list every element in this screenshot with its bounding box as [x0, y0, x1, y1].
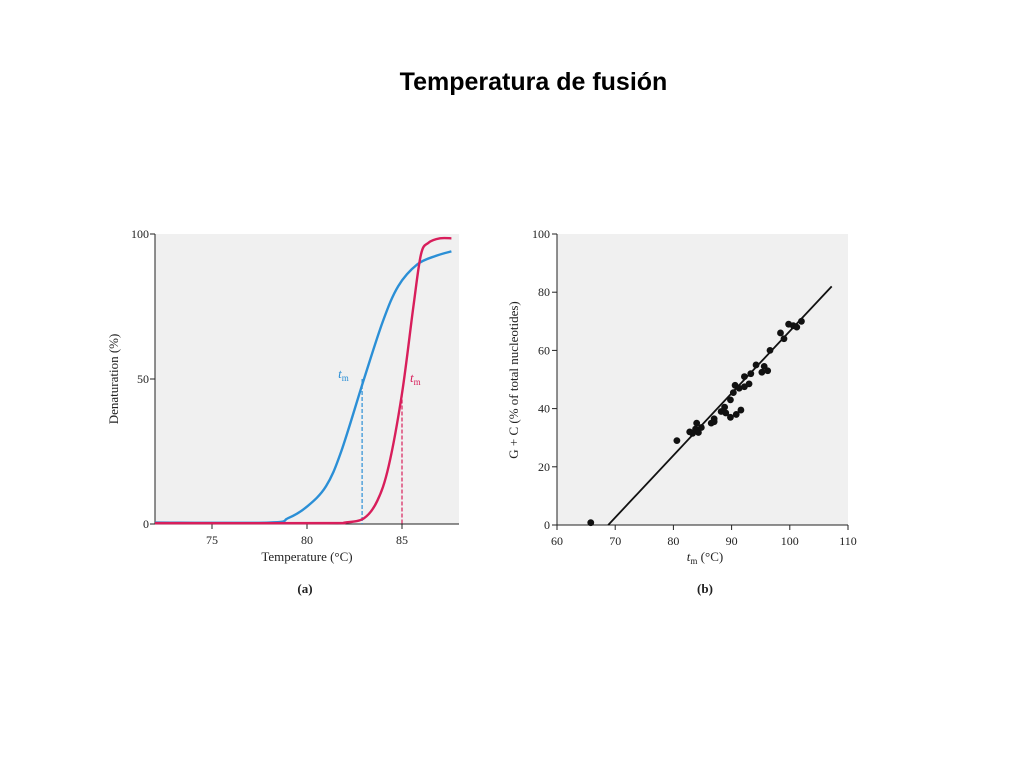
chart-b-y-tick-label: 40	[538, 402, 550, 416]
slide-title: Temperatura de fusión	[399, 68, 668, 96]
chart-a-tm-label-t: t	[410, 370, 414, 385]
chart-b-x-tick-label: 70	[609, 534, 621, 548]
chart-b-x-axis-label: tm (°C)	[687, 549, 723, 566]
chart-a-plot-area	[155, 234, 459, 524]
chart-a-series-line-1	[154, 250, 452, 525]
chart-b-x-tick-label: 100	[781, 534, 799, 548]
chart-b-x-axis-label-sub: m	[690, 556, 697, 566]
chart-b-point	[673, 437, 681, 445]
chart-b-point	[727, 413, 734, 421]
chart-b-point	[745, 380, 753, 388]
chart-b-point	[587, 519, 595, 527]
chart-b-y-tick-label: 80	[538, 285, 550, 299]
chart-b-y-tick-label: 60	[538, 343, 550, 357]
chart-a-tm-label-1: tm	[338, 366, 349, 383]
chart-b-x-tick-label: 60	[551, 534, 563, 548]
chart-a-tm-label-sub: m	[414, 377, 421, 387]
chart-b-caption: (b)	[697, 581, 713, 596]
chart-b-point	[798, 317, 805, 325]
chart-b-x-axis-label-t: t	[687, 549, 691, 564]
chart-b-x-axis-label-rest: (°C)	[697, 549, 723, 564]
chart-b-point	[780, 335, 788, 343]
chart-a-y-tick-label: 0	[143, 517, 149, 531]
chart-b-y-tick-label: 0	[544, 518, 550, 532]
chart-b-point	[710, 418, 718, 426]
chart-b-point	[721, 403, 729, 411]
chart-b-point	[741, 373, 748, 380]
chart-a-x-tick-label: 80	[301, 533, 313, 547]
chart-b-y-tick-label: 100	[532, 227, 550, 241]
chart-b-point	[727, 396, 734, 404]
chart-b-y-axis-label: G + C (% of total nucleotides)	[506, 301, 521, 459]
chart-a-caption: (a)	[297, 581, 312, 596]
chart-a-tm-label-sub: m	[342, 373, 349, 383]
chart-b-point	[747, 370, 755, 378]
chart-a-series-line-2	[154, 236, 452, 525]
chart-a-y-tick-label: 50	[137, 372, 149, 386]
chart-b-point	[722, 409, 730, 417]
chart-a-x-tick-label: 75	[206, 533, 218, 547]
chart-b-plot-area	[557, 234, 848, 525]
chart-a-y-tick-label: 100	[131, 227, 149, 241]
chart-b-y-tick-label: 20	[538, 460, 550, 474]
chart-a-y-axis-label: Denaturation (%)	[106, 334, 121, 425]
chart-b-point	[735, 384, 743, 392]
chart-b-point	[697, 424, 705, 431]
chart-b-point	[695, 429, 702, 436]
chart-b-point	[777, 329, 784, 337]
chart-b-point	[764, 367, 772, 375]
chart-b-point	[758, 368, 766, 376]
chart-b-point	[793, 323, 801, 331]
chart-b-x-tick-label: 90	[726, 534, 738, 548]
chart-b-x-tick-label: 110	[839, 534, 857, 548]
chart-b-point	[766, 347, 774, 354]
chart-b-point	[732, 411, 740, 418]
chart-b-gc-vs-tm: 60 70 80 90 100 110 0 20 40 60 80 100 tm (°C) G + C…	[506, 227, 857, 596]
chart-b-x-tick-label: 80	[667, 534, 679, 548]
chart-b-point	[693, 419, 701, 427]
chart-a-tm-label-2: tm	[410, 370, 421, 387]
chart-b-point	[752, 361, 760, 369]
chart-a-x-tick-label: 85	[396, 533, 408, 547]
chart-a-x-axis-label: Temperature (°C)	[261, 549, 352, 564]
chart-b-point	[737, 406, 745, 414]
chart-b-point	[729, 389, 737, 396]
chart-a-tm-label-t: t	[338, 366, 342, 381]
